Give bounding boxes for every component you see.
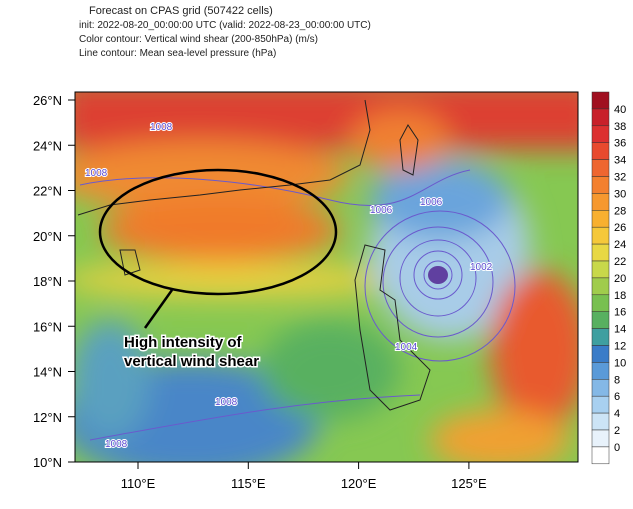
colorbar-box (591, 277, 610, 296)
colorbar-box (591, 395, 610, 414)
colorbar-box (591, 159, 610, 177)
colorbar-box (591, 91, 610, 110)
colorbar-label: 34 (614, 155, 626, 167)
colorbar-box (591, 176, 610, 194)
annotation-ellipse (98, 168, 338, 296)
header-line: Color contour: Vertical wind shear (200-… (79, 34, 318, 45)
contour-label: 1002 (470, 262, 493, 273)
contour-label: 1006 (420, 197, 443, 208)
colorbar-box (591, 260, 610, 279)
lat-label: 22°N (33, 184, 62, 199)
colorbar-label: 40 (614, 104, 626, 116)
colorbar-box (591, 226, 610, 245)
colorbar-label: 30 (614, 188, 626, 200)
colorbar-label: 38 (614, 121, 626, 133)
contour-label: 1004 (395, 342, 418, 353)
annotation-line (143, 289, 174, 329)
contour-label: 1008 (150, 122, 173, 133)
colorbar-box (591, 243, 610, 262)
colorbar-label: 12 (614, 341, 626, 353)
colorbar-label: 10 (614, 357, 626, 369)
lat-label: 14°N (33, 365, 62, 380)
annotation-text: High intensity of (124, 334, 243, 351)
colorbar-label: 6 (614, 391, 620, 403)
contour-label: 1006 (370, 205, 393, 216)
colorbar-box (591, 429, 610, 448)
contour-label: 1008 (215, 397, 238, 408)
lat-label: 10°N (33, 455, 62, 470)
colorbar-label: 16 (614, 307, 626, 319)
colorbar-box (591, 345, 610, 363)
annotation-text: vertical wind shear (124, 353, 259, 370)
colorbar-box (591, 379, 610, 397)
colorbar-box (591, 193, 610, 211)
colorbar-label: 0 (614, 442, 620, 454)
colorbar-label: 20 (614, 273, 626, 285)
colorbar-box (591, 311, 610, 329)
lon-label: 125°E (451, 476, 487, 491)
colorbar-label: 28 (614, 205, 626, 217)
colorbar-label: 22 (614, 256, 626, 268)
colorbar-label: 2 (614, 425, 620, 437)
lat-label: 18°N (33, 274, 62, 289)
colorbar-box (591, 125, 610, 143)
header-line: Forecast on CPAS grid (507422 cells) (89, 5, 273, 17)
header-line: Line contour: Mean sea-level pressure (h… (79, 48, 276, 59)
colorbar-box (591, 294, 610, 312)
colorbar-box (591, 412, 610, 431)
lat-label: 12°N (33, 410, 62, 425)
lon-label: 120°E (341, 476, 377, 491)
colorbar-box (591, 446, 610, 465)
lat-label: 24°N (33, 138, 62, 153)
colorbar-label: 14 (614, 324, 626, 336)
contour-label: 1008 (105, 439, 128, 450)
lon-label: 115°E (231, 476, 266, 491)
map-frame (74, 91, 579, 463)
colorbar-label: 18 (614, 290, 626, 302)
lon-label: 110°E (121, 476, 156, 491)
header-line: init: 2022-08-20_00:00:00 UTC (valid: 20… (79, 20, 371, 31)
lat-label: 16°N (33, 319, 62, 334)
map-field (75, 92, 578, 462)
colorbar-label: 24 (614, 239, 626, 251)
colorbar-box (591, 108, 610, 127)
colorbar-box (591, 328, 610, 346)
contour-label: 1008 (85, 168, 108, 179)
colorbar-label: 26 (614, 222, 626, 234)
lat-label: 26°N (33, 93, 62, 108)
colorbar-label: 32 (614, 172, 626, 184)
colorbar-label: 8 (614, 374, 620, 386)
colorbar-box (591, 362, 610, 380)
lat-label: 20°N (33, 229, 62, 244)
colorbar-label: 36 (614, 138, 626, 150)
colorbar-box (591, 142, 610, 160)
colorbar-label: 4 (614, 408, 620, 420)
colorbar-box (591, 210, 610, 228)
